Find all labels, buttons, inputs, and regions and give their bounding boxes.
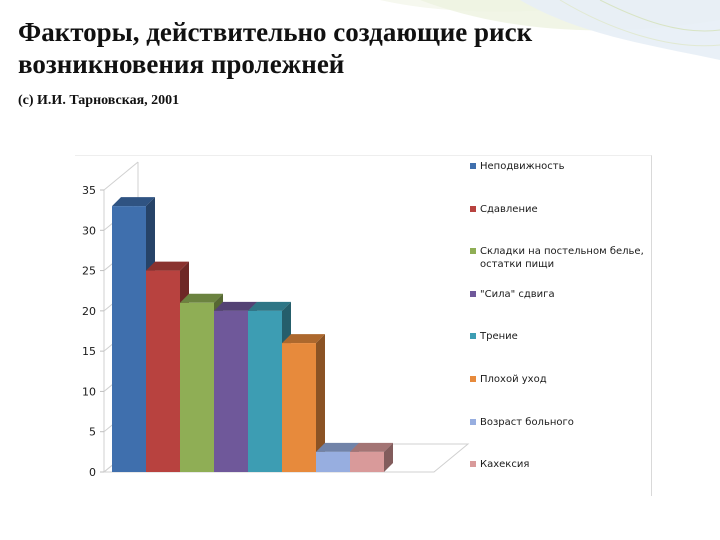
legend-swatch [470,248,476,255]
legend-label: "Сила" сдвига [480,288,555,300]
slide-decoration [380,0,720,60]
y-gridline-diagonal [103,161,139,191]
legend-item: Сдавление [470,203,650,216]
legend-label: Плохой уход [480,374,547,385]
legend-item: Трение [470,330,650,343]
y-tick-label: 5 [89,426,96,439]
bar-side [384,442,393,472]
legend-swatch [470,376,476,382]
legend-item: Возраст больного [470,416,650,429]
legend-label: Неподвижность [480,161,565,172]
legend-label: Складки на постельном белье, остатки пищ… [480,246,644,271]
legend-label: Кахексия [480,459,530,471]
legend-label: Возраст больного [480,416,574,428]
legend-item: Неподвижность [470,160,650,173]
legend-item: Кахексия [470,458,650,471]
bar-top [214,301,257,311]
legend-swatch [470,163,476,169]
y-tick-label: 15 [82,345,96,358]
legend-label: Трение [480,331,518,343]
bar [282,343,316,472]
legend-swatch [470,461,476,468]
bar [146,270,180,472]
legend-item: Складки на постельном белье, остатки пищ… [470,245,650,271]
bar-top [146,261,189,271]
bar-top [350,442,393,452]
legend-label: Сдавление [480,203,538,215]
bar [214,310,248,472]
bar-top [112,197,155,207]
legend-swatch [470,205,476,212]
bar [112,206,146,472]
y-tick-label: 25 [82,265,96,278]
bar-side [316,334,325,472]
legend-item: "Сила" сдвига [470,288,650,301]
y-tick-label: 10 [82,385,96,398]
y-tick-label: 35 [82,184,96,197]
y-tick-label: 30 [82,224,96,237]
y-tick-label: 0 [89,466,96,479]
legend-swatch [470,290,476,297]
slide-title: Факторы, действительно создающие риск во… [18,16,708,80]
bar-top [282,334,325,344]
legend-swatch [470,333,476,340]
legend-swatch [470,418,476,425]
bar-top [316,442,359,452]
y-tick-label: 20 [82,305,96,318]
slide-subtitle: (с) И.И. Тарновская, 2001 [18,93,180,108]
bar [316,451,350,472]
legend-item: Плохой уход [470,373,650,386]
bar-top [180,293,223,303]
slide-title-line-2: возникновения пролежней [18,49,345,79]
bar [248,310,282,472]
bar-top [248,301,291,311]
slide-title-line-1: Факторы, действительно создающие риск [18,17,533,47]
bar [350,451,384,472]
bar [180,302,214,472]
